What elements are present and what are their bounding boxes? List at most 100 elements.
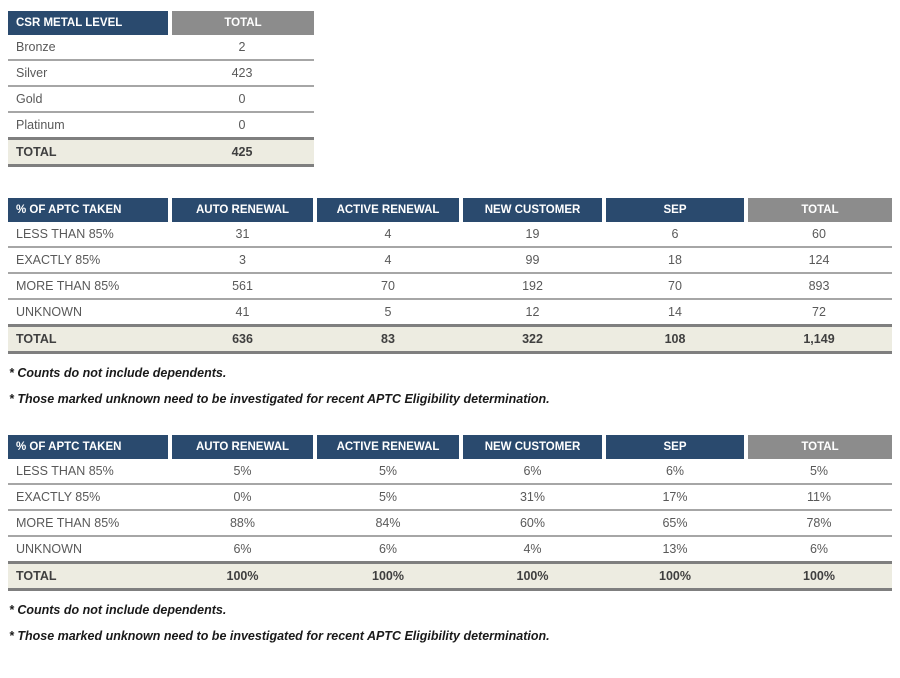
column-header: % OF APTC TAKEN [8,198,170,222]
row-label: LESS THAN 85% [8,459,170,485]
table-row: Platinum 0 [8,112,314,140]
column-header: ACTIVE RENEWAL [313,435,461,459]
cell-value: 65% [604,510,746,537]
cell-value: 4 [315,247,461,274]
cell-value: 70 [315,273,461,300]
cell-value: 2 [170,35,314,61]
cell-value: 124 [746,247,892,274]
cell-value: 100% [746,561,892,591]
cell-value: 5% [746,459,892,485]
cell-value: 6% [604,459,746,485]
cell-value: 100% [315,561,461,591]
cell-value: 636 [170,324,315,354]
table-total-row: TOTAL 636 83 322 108 1,149 [8,324,892,354]
cell-value: 18 [604,247,746,274]
column-header: NEW CUSTOMER [459,435,604,459]
cell-value: 17% [604,484,746,511]
cell-value: 4% [461,536,604,564]
column-header: SEP [602,435,746,459]
table-header-row: CSR METAL LEVEL TOTAL [8,11,314,35]
cell-value: 60 [746,222,892,248]
csr-metal-level-table: CSR METAL LEVEL TOTAL Bronze 2 Silver 423 Gol… [8,11,314,167]
table-row: Gold 0 [8,86,314,113]
cell-value: 72 [746,299,892,327]
aptc-counts-table: % OF APTC TAKEN AUTO RENEWAL ACTIVE RENEWA… [8,198,892,354]
row-label: Silver [8,60,170,87]
cell-value: 88% [170,510,315,537]
cell-value: 425 [170,137,314,167]
row-label: UNKNOWN [8,536,170,564]
cell-value: 5% [170,459,315,485]
cell-value: 84% [315,510,461,537]
table-body: LESS THAN 85% 31 4 19 6 60 EXACTLY 85% 3 4 99 18 12… [8,222,892,327]
footnote-dependents: * Counts do not include dependents. [9,366,227,380]
column-header: TOTAL [744,435,892,459]
row-label: EXACTLY 85% [8,247,170,274]
column-header: TOTAL [168,11,314,35]
cell-value: 893 [746,273,892,300]
table-row: LESS THAN 85% 31 4 19 6 60 [8,222,892,248]
cell-value: 83 [315,324,461,354]
column-header: % OF APTC TAKEN [8,435,170,459]
row-label: TOTAL [8,137,170,167]
cell-value: 11% [746,484,892,511]
aptc-percent-table: % OF APTC TAKEN AUTO RENEWAL ACTIVE RENEWA… [8,435,892,591]
row-label: MORE THAN 85% [8,510,170,537]
table-row: UNKNOWN 41 5 12 14 72 [8,299,892,327]
cell-value: 100% [170,561,315,591]
cell-value: 31% [461,484,604,511]
table-row: UNKNOWN 6% 6% 4% 13% 6% [8,536,892,564]
footnote-unknown: * Those marked unknown need to be invest… [9,392,550,406]
table-header-row: % OF APTC TAKEN AUTO RENEWAL ACTIVE RENEWA… [8,435,892,459]
table-body: LESS THAN 85% 5% 5% 6% 6% 5% EXACTLY 85% 0% 5% 31… [8,459,892,564]
cell-value: 4 [315,222,461,248]
table-header-row: % OF APTC TAKEN AUTO RENEWAL ACTIVE RENEWA… [8,198,892,222]
cell-value: 322 [461,324,604,354]
row-label: LESS THAN 85% [8,222,170,248]
cell-value: 99 [461,247,604,274]
cell-value: 5 [315,299,461,327]
footnote-unknown: * Those marked unknown need to be invest… [9,629,550,643]
cell-value: 0% [170,484,315,511]
row-label: UNKNOWN [8,299,170,327]
cell-value: 6 [604,222,746,248]
cell-value: 6% [315,536,461,564]
row-label: Platinum [8,112,170,140]
column-header: TOTAL [744,198,892,222]
table-row: MORE THAN 85% 561 70 192 70 893 [8,273,892,300]
cell-value: 70 [604,273,746,300]
cell-value: 423 [170,60,314,87]
column-header: AUTO RENEWAL [168,198,315,222]
cell-value: 6% [746,536,892,564]
cell-value: 6% [170,536,315,564]
table-row: Bronze 2 [8,35,314,61]
table-row: LESS THAN 85% 5% 5% 6% 6% 5% [8,459,892,485]
cell-value: 31 [170,222,315,248]
cell-value: 6% [461,459,604,485]
counts-footnotes: * Counts do not include dependents. * Th… [8,366,892,406]
cell-value: 100% [461,561,604,591]
row-label: EXACTLY 85% [8,484,170,511]
column-header: NEW CUSTOMER [459,198,604,222]
cell-value: 192 [461,273,604,300]
row-label: TOTAL [8,561,170,591]
table-total-row: TOTAL 425 [8,137,314,167]
cell-value: 3 [170,247,315,274]
row-label: MORE THAN 85% [8,273,170,300]
table-body: Bronze 2 Silver 423 Gold 0 Platinum 0 [8,35,314,140]
table-total-row: TOTAL 100% 100% 100% 100% 100% [8,561,892,591]
row-label: TOTAL [8,324,170,354]
column-header: SEP [602,198,746,222]
cell-value: 0 [170,112,314,140]
cell-value: 13% [604,536,746,564]
cell-value: 5% [315,484,461,511]
cell-value: 14 [604,299,746,327]
column-header: ACTIVE RENEWAL [313,198,461,222]
cell-value: 5% [315,459,461,485]
cell-value: 41 [170,299,315,327]
cell-value: 19 [461,222,604,248]
row-label: Gold [8,86,170,113]
cell-value: 108 [604,324,746,354]
cell-value: 78% [746,510,892,537]
